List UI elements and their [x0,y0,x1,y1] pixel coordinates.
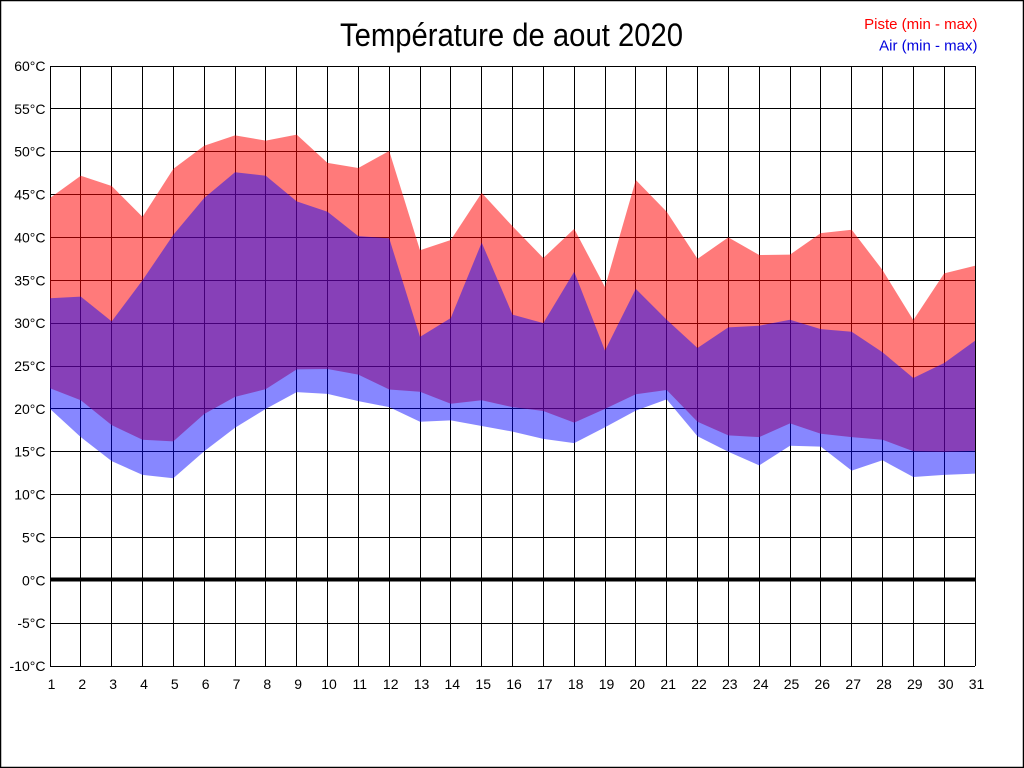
svg-text:18: 18 [568,676,584,692]
svg-text:8: 8 [263,676,271,692]
svg-text:13: 13 [414,676,430,692]
svg-text:0°C: 0°C [22,572,46,588]
svg-text:7: 7 [233,676,241,692]
svg-text:21: 21 [660,676,676,692]
svg-text:10°C: 10°C [14,487,45,503]
svg-text:15°C: 15°C [14,444,45,460]
svg-text:23: 23 [722,676,738,692]
svg-text:30°C: 30°C [14,315,45,331]
svg-text:2: 2 [78,676,86,692]
svg-text:29: 29 [907,676,923,692]
svg-text:19: 19 [599,676,615,692]
svg-text:25°C: 25°C [14,358,45,374]
svg-text:22: 22 [691,676,707,692]
svg-text:27: 27 [845,676,861,692]
svg-text:31: 31 [969,676,985,692]
svg-text:5°C: 5°C [22,529,46,545]
svg-text:14: 14 [445,676,461,692]
svg-text:10: 10 [321,676,337,692]
svg-text:60°C: 60°C [14,58,45,74]
svg-text:16: 16 [506,676,522,692]
svg-text:50°C: 50°C [14,144,45,160]
svg-text:17: 17 [537,676,553,692]
svg-text:Air (min - max): Air (min - max) [879,38,977,55]
svg-text:-10°C: -10°C [10,658,46,674]
svg-text:3: 3 [109,676,117,692]
svg-text:12: 12 [383,676,399,692]
svg-text:1: 1 [48,676,56,692]
svg-text:11: 11 [353,676,368,692]
svg-text:55°C: 55°C [14,101,45,117]
svg-text:5: 5 [171,676,179,692]
svg-text:28: 28 [876,676,892,692]
svg-text:24: 24 [753,676,769,692]
svg-text:30: 30 [938,676,954,692]
svg-text:20°C: 20°C [14,401,45,417]
svg-text:40°C: 40°C [14,229,45,245]
svg-text:Température de aout 2020: Température de aout 2020 [340,17,683,54]
svg-text:9: 9 [294,676,302,692]
svg-text:45°C: 45°C [14,187,45,203]
svg-text:26: 26 [815,676,831,692]
svg-text:15: 15 [475,676,491,692]
svg-text:Piste (min - max): Piste (min - max) [864,16,977,33]
svg-text:20: 20 [630,676,646,692]
svg-text:4: 4 [140,676,148,692]
svg-text:-5°C: -5°C [17,615,45,631]
svg-text:25: 25 [784,676,800,692]
svg-text:6: 6 [202,676,210,692]
svg-text:35°C: 35°C [14,272,45,288]
